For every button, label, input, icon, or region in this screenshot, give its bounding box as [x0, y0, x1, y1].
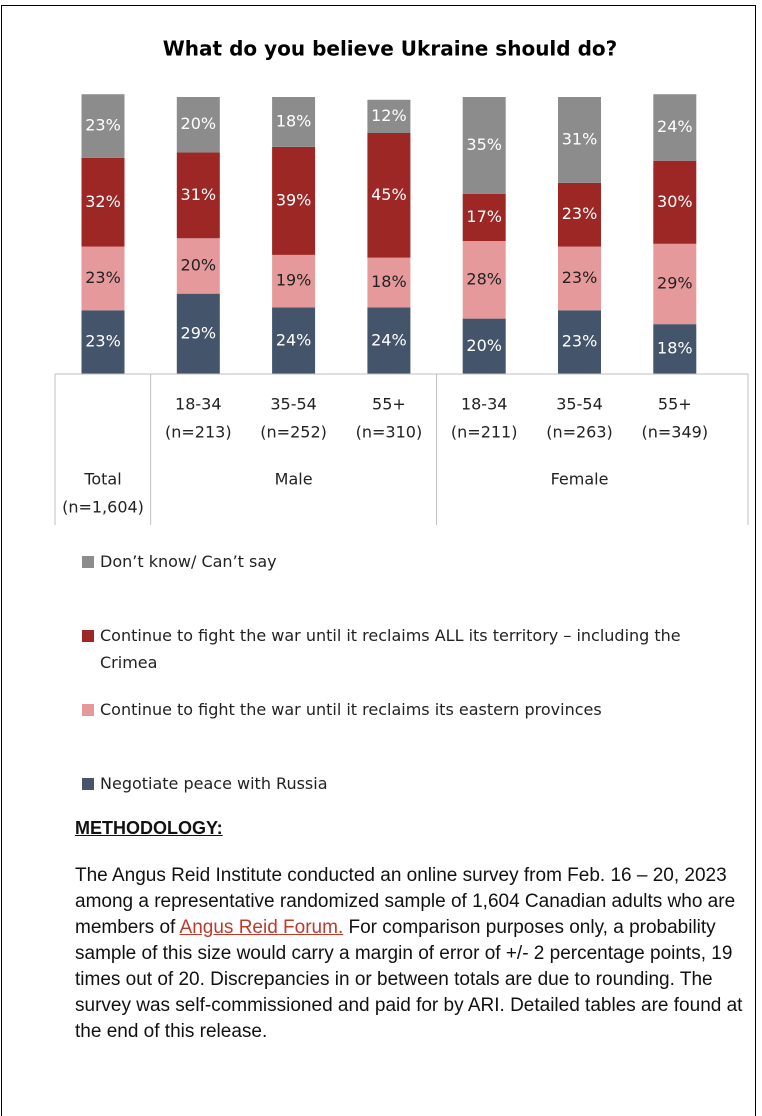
value-label: 31% — [181, 185, 217, 204]
x-tick-label: (n=349) — [642, 423, 709, 442]
methodology: METHODOLOGY: The Angus Reid Institute co… — [75, 818, 755, 1045]
legend-item: Continue to fight the war until it recla… — [82, 696, 602, 723]
bar-segment — [272, 307, 316, 374]
value-label: 31% — [562, 129, 598, 148]
value-label: 32% — [85, 192, 121, 211]
legend-item: Negotiate peace with Russia — [82, 770, 328, 797]
bar-segment — [367, 99, 411, 134]
bar-segment — [558, 246, 601, 311]
bar-segment — [653, 94, 697, 161]
value-label: 19% — [276, 271, 312, 290]
value-label: 28% — [466, 269, 502, 288]
value-label: 45% — [371, 185, 407, 204]
methodology-text: The Angus Reid Institute conducted an on… — [75, 863, 755, 1045]
value-label: 29% — [657, 273, 693, 292]
bar-segment — [176, 152, 220, 239]
bar-segment — [81, 246, 125, 311]
bar-segment — [462, 241, 506, 319]
value-label: 23% — [562, 268, 598, 287]
value-label: 17% — [466, 207, 502, 226]
legend-label: Don’t know/ Can’t say — [100, 552, 277, 571]
frame — [1, 5, 756, 1116]
bar-segment — [81, 310, 125, 374]
value-label: 23% — [85, 332, 121, 351]
x-tick-label: (n=263) — [546, 423, 613, 442]
value-label: 24% — [657, 117, 693, 136]
bar-segment — [462, 97, 506, 194]
x-tick-label: (n=310) — [356, 423, 423, 442]
x-tick-label: 18-34 — [175, 395, 222, 414]
legend-label: Continue to fight the war until it recla… — [100, 626, 681, 672]
x-tick-label: 55+ — [372, 395, 406, 414]
x-tick-label: 35-54 — [556, 395, 603, 414]
bar-segment — [367, 307, 411, 374]
bar-segment — [367, 133, 411, 258]
value-label: 20% — [181, 255, 217, 274]
value-label: 23% — [85, 268, 121, 287]
legend-label: Negotiate peace with Russia — [100, 774, 328, 793]
bar-segment — [653, 324, 697, 374]
value-label: 20% — [466, 336, 502, 355]
bar-segment — [272, 146, 316, 255]
x-tick-label: 35-54 — [270, 395, 317, 414]
link[interactable]: Angus Reid Forum. — [179, 917, 344, 938]
legend-item: Don’t know/ Can’t say — [82, 548, 277, 575]
x-tick-label: (n=252) — [260, 423, 327, 442]
legend-swatch — [82, 704, 94, 716]
value-label: 24% — [276, 330, 312, 349]
x-tick-label: (n=213) — [165, 423, 232, 442]
value-label: 18% — [657, 339, 693, 358]
text: For comparison purposes only, a probabil… — [75, 917, 743, 1042]
bar-segment — [176, 97, 220, 153]
value-label: 18% — [276, 111, 312, 130]
value-label: 18% — [371, 272, 407, 291]
legend-swatch — [82, 630, 94, 642]
legend-swatch — [82, 778, 94, 790]
value-label: 23% — [562, 332, 598, 351]
legend-swatch — [82, 556, 94, 568]
x-tick-label: 18-34 — [461, 395, 508, 414]
bar-segment — [462, 318, 506, 374]
text: The Angus Reid Institute conducted an on… — [75, 865, 736, 938]
value-label: 24% — [371, 330, 407, 349]
x-tick-label: 55+ — [658, 395, 692, 414]
bar-segment — [653, 243, 697, 325]
bar-segment — [367, 257, 411, 308]
value-label: 35% — [466, 135, 502, 154]
methodology-heading: METHODOLOGY: — [75, 818, 223, 838]
legend-item: Continue to fight the war until it recla… — [82, 622, 722, 676]
group-label: Male — [275, 470, 313, 489]
value-label: 39% — [276, 190, 312, 209]
value-label: 12% — [371, 106, 407, 125]
x-tick-label: (n=211) — [451, 423, 518, 442]
value-label: 30% — [657, 192, 693, 211]
bar-segment — [272, 97, 316, 147]
bar-segment — [81, 157, 125, 247]
chart-title: What do you believe Ukraine should do? — [163, 37, 617, 61]
bar-segment — [558, 310, 601, 374]
bar-segment — [176, 293, 220, 374]
bar-segment — [176, 238, 220, 294]
bar-segment — [462, 193, 506, 242]
bar-segment — [558, 97, 601, 183]
value-label: 23% — [562, 204, 598, 223]
x-tick-label: (n=1,604) — [62, 498, 144, 517]
bar-segment — [81, 94, 125, 158]
bar-segment — [653, 160, 697, 244]
bar-segment — [558, 182, 601, 247]
x-tick-label: Total — [83, 470, 121, 489]
group-label: Female — [551, 470, 609, 489]
value-label: 20% — [181, 114, 217, 133]
legend-label: Continue to fight the war until it recla… — [100, 700, 602, 719]
chart: What do you believe Ukraine should do? 2… — [54, 37, 749, 525]
value-label: 23% — [85, 116, 121, 135]
bar-segment — [272, 254, 316, 308]
value-label: 29% — [181, 323, 217, 342]
